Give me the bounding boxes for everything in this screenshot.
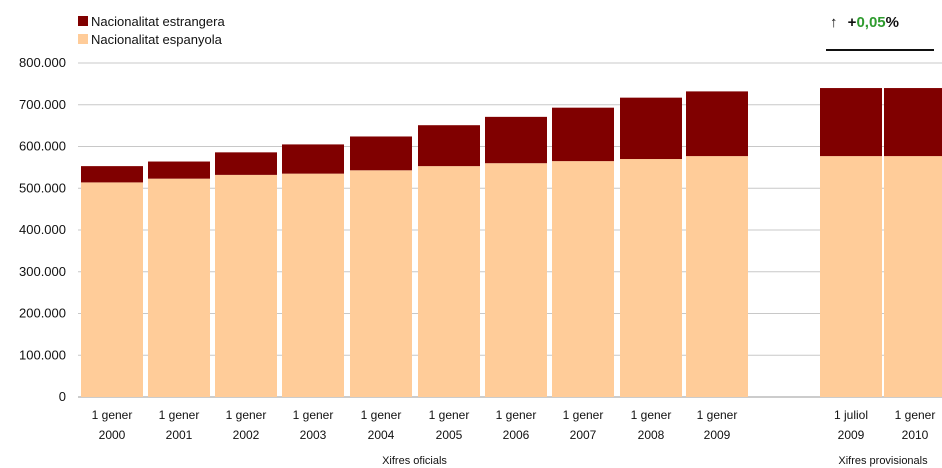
legend-item-foreign: Nacionalitat estrangera	[78, 12, 225, 30]
x-tick-label-line2: 2010	[902, 428, 929, 442]
x-tick-label-line1: 1 gener	[159, 408, 200, 422]
y-tick-label: 700.000	[19, 97, 66, 112]
x-tick-label-line2: 2006	[503, 428, 530, 442]
y-tick-label: 0	[59, 389, 66, 404]
legend: Nacionalitat estrangera Nacionalitat esp…	[78, 12, 225, 48]
legend-label-spanish: Nacionalitat espanyola	[91, 31, 222, 47]
y-tick-label: 500.000	[19, 180, 66, 195]
y-tick-label: 200.000	[19, 306, 66, 321]
bar-spanish	[485, 163, 547, 397]
bar-foreign	[418, 125, 480, 167]
change-indicator: ↑ +0,05%	[830, 14, 899, 31]
x-tick-label-line2: 2005	[436, 428, 463, 442]
x-tick-label-line1: 1 gener	[92, 408, 133, 422]
bar-spanish	[820, 156, 882, 397]
bar-foreign	[686, 91, 748, 157]
y-tick-label: 100.000	[19, 347, 66, 362]
x-tick-label-line1: 1 gener	[697, 408, 738, 422]
x-tick-label-line1: 1 juliol	[834, 408, 868, 422]
bar-foreign	[620, 97, 682, 160]
bar-spanish	[884, 156, 942, 397]
legend-label-foreign: Nacionalitat estrangera	[91, 13, 225, 29]
y-tick-label: 600.000	[19, 139, 66, 154]
bar-foreign	[282, 144, 344, 174]
x-tick-label-line2: 2008	[638, 428, 665, 442]
x-tick-label-line2: 2009	[704, 428, 731, 442]
bar-foreign	[148, 161, 210, 179]
x-tick-label-line2: 2000	[99, 428, 126, 442]
x-tick-label-line1: 1 gener	[631, 408, 672, 422]
x-tick-label-line2: 2004	[368, 428, 395, 442]
bar-spanish	[81, 182, 143, 397]
x-tick-label-line1: 1 gener	[496, 408, 537, 422]
x-tick-label-line2: 2003	[300, 428, 327, 442]
bar-foreign	[884, 88, 942, 157]
bar-spanish	[552, 161, 614, 397]
x-tick-label-line1: 1 gener	[563, 408, 604, 422]
x-tick-label-line1: 1 gener	[293, 408, 334, 422]
bar-spanish	[620, 159, 682, 397]
x-tick-label-line2: 2002	[233, 428, 260, 442]
change-unit: %	[885, 14, 899, 31]
bar-foreign	[552, 107, 614, 162]
bar-spanish	[418, 166, 480, 397]
x-tick-label-line2: 2009	[838, 428, 865, 442]
legend-swatch-foreign	[78, 16, 88, 26]
bar-spanish	[282, 173, 344, 397]
bar-foreign	[485, 116, 547, 164]
x-tick-label-line2: 2007	[570, 428, 597, 442]
bar-spanish	[686, 156, 748, 397]
change-sign: +	[847, 14, 857, 31]
bar-foreign	[820, 88, 882, 157]
bar-foreign	[81, 166, 143, 183]
group-label: Xifres provisionals	[838, 455, 928, 467]
x-tick-label-line1: 1 gener	[895, 408, 936, 422]
legend-item-spanish: Nacionalitat espanyola	[78, 30, 225, 48]
x-tick-label-line1: 1 gener	[429, 408, 470, 422]
y-tick-label: 300.000	[19, 264, 66, 279]
y-tick-label: 800.000	[19, 55, 66, 70]
group-label: Xifres oficials	[382, 455, 447, 467]
y-tick-label: 400.000	[19, 222, 66, 237]
up-arrow-icon: ↑	[830, 14, 838, 31]
x-tick-label-line1: 1 gener	[361, 408, 402, 422]
bar-spanish	[148, 178, 210, 397]
bar-foreign	[350, 136, 412, 171]
indicator-underline	[826, 49, 934, 51]
change-value: 0,05	[856, 14, 886, 31]
bar-spanish	[215, 174, 277, 397]
x-tick-label-line2: 2001	[166, 428, 193, 442]
x-tick-label-line1: 1 gener	[226, 408, 267, 422]
bar-spanish	[350, 170, 412, 397]
legend-swatch-spanish	[78, 34, 88, 44]
bar-foreign	[215, 152, 277, 175]
